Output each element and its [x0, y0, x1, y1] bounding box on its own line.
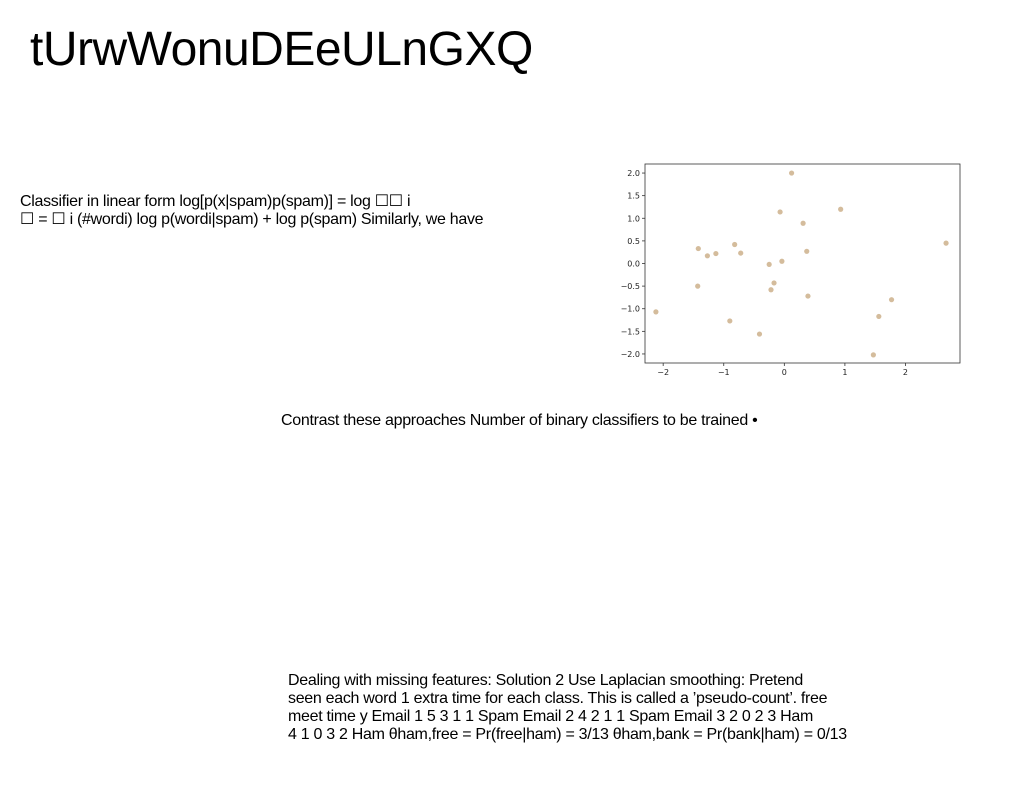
scatter-point: [804, 248, 810, 254]
classifier-line: ☐ = ☐ i (#wordi) log p(wordi|spam) + log…: [20, 211, 484, 228]
missing-features-paragraph: Dealing with missing features: Solution …: [288, 672, 847, 744]
x-tick-label: −2: [657, 368, 669, 377]
missing-features-line: meet time y Email 1 5 3 1 1 Spam Email 2…: [288, 708, 814, 725]
y-axis: −2.0 −1.5 −1.0 −0.5 0.0 0.5 1.0 1.5 2.0: [621, 169, 645, 359]
y-tick-label: −2.0: [621, 350, 640, 359]
classifier-line: Classifier in linear form log[p(x|spam)p…: [20, 193, 411, 210]
scatter-point: [727, 318, 733, 324]
x-tick-label: 0: [782, 368, 787, 377]
missing-features-line: seen each word 1 extra time for each cla…: [288, 690, 828, 707]
scatter-point: [800, 220, 806, 226]
scatter-point: [738, 250, 744, 256]
x-tick-label: 2: [903, 368, 908, 377]
x-tick-label: −1: [718, 368, 730, 377]
scatter-point: [695, 283, 701, 289]
scatter-point: [713, 250, 719, 257]
scatter-point: [888, 297, 895, 303]
y-tick-label: 2.0: [627, 169, 640, 178]
y-tick-label: −1.5: [621, 327, 640, 336]
scatter-point: [771, 280, 777, 286]
y-tick-label: 0.5: [627, 237, 640, 246]
x-axis: −2 −1 0 1 2: [657, 363, 908, 377]
scatter-point: [766, 261, 772, 268]
slide-title: tUrwWonuDEeULnGXQ: [30, 23, 533, 76]
missing-features-line: Dealing with missing features: Solution …: [288, 672, 803, 689]
scatter-point: [943, 240, 949, 246]
y-tick-label: 1.0: [627, 214, 640, 223]
y-tick-label: −0.5: [621, 282, 640, 291]
y-tick-label: 0.0: [627, 260, 640, 269]
y-tick-label: −1.0: [621, 305, 640, 314]
scatter-point: [756, 331, 763, 337]
scatter-point: [870, 352, 876, 358]
scatter-point: [788, 170, 795, 176]
data-points: [653, 170, 949, 358]
missing-features-line: 4 1 0 3 2 Ham θham,free = Pr(free|ham) =…: [288, 726, 847, 743]
plot-frame: [644, 163, 961, 364]
y-tick-label: 1.5: [627, 192, 640, 201]
scatter-point: [768, 287, 774, 293]
scatter-point: [695, 245, 701, 252]
scatter-point: [838, 206, 844, 212]
classifier-paragraph: Classifier in linear form log[p(x|spam)p…: [20, 193, 484, 229]
scatter-point: [777, 209, 783, 215]
scatter-point: [732, 241, 738, 248]
scatter-chart: −2 −1 0 1 2 −2.0 −1.5 −1.0 −0.5 0.0 0.5 1.0 1.5 2.0: [621, 163, 961, 377]
scatter-point: [779, 258, 785, 264]
scatter-point: [805, 293, 811, 299]
contrast-paragraph: Contrast these approaches Number of bina…: [281, 412, 758, 429]
scatter-point: [653, 309, 659, 315]
scatter-point: [704, 253, 710, 259]
scatter-point: [876, 313, 882, 320]
x-tick-label: 1: [842, 368, 847, 377]
